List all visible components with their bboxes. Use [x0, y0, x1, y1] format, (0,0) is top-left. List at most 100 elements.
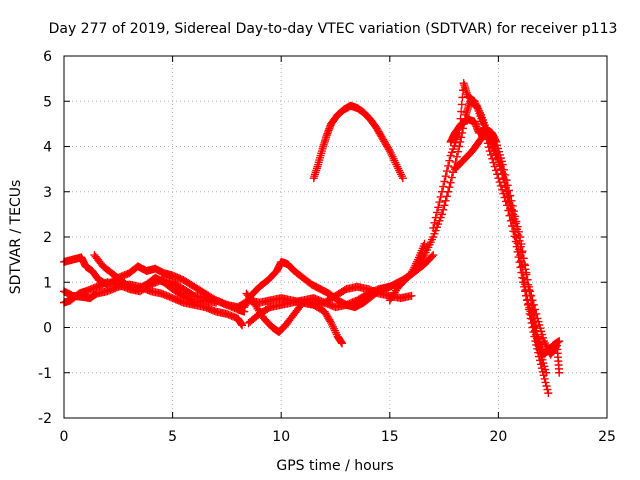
data-point [476, 108, 485, 117]
data-point [452, 152, 461, 161]
y-tick-label: -1 [38, 366, 52, 382]
data-point [470, 97, 479, 106]
data-point [447, 173, 456, 182]
data-point [328, 320, 337, 329]
x-tick-label: 15 [381, 429, 399, 445]
data-point [327, 318, 336, 327]
data-point [326, 317, 335, 326]
data-point [430, 218, 439, 227]
data-point [516, 242, 525, 251]
y-tick-label: 3 [43, 185, 52, 201]
y-tick-label: 6 [43, 49, 52, 65]
data-point [532, 327, 541, 336]
data-point [542, 382, 551, 391]
data-point [388, 152, 397, 161]
data-point [434, 203, 443, 212]
x-axis-label: GPS time / hours [276, 458, 393, 474]
data-point [499, 174, 508, 183]
series-track-h [309, 101, 407, 183]
data-point [474, 105, 483, 114]
data-point [386, 148, 395, 157]
data-point [501, 183, 510, 192]
data-point [530, 317, 539, 326]
data-point [542, 368, 551, 377]
data-point [384, 145, 393, 154]
data-point [517, 248, 526, 257]
data-point [513, 225, 522, 234]
data-point [511, 219, 520, 228]
data-point [527, 301, 536, 310]
data-point [457, 107, 466, 116]
data-point [432, 208, 441, 217]
data-point [407, 291, 416, 300]
data-point [496, 165, 505, 174]
data-point [510, 214, 519, 223]
data-point [475, 106, 484, 115]
data-point [338, 339, 347, 348]
data-point [395, 166, 404, 175]
data-point [495, 160, 504, 169]
data-point [506, 201, 515, 210]
data-point [526, 291, 535, 300]
data-point [520, 260, 529, 269]
data-point [524, 280, 533, 289]
data-point [494, 156, 503, 165]
data-point [514, 231, 523, 240]
data-point [389, 154, 398, 163]
x-tick-label: 25 [598, 429, 616, 445]
data-point [526, 296, 535, 305]
data-point [396, 168, 405, 177]
y-tick-label: 5 [43, 94, 52, 110]
data-point [439, 205, 448, 214]
data-point [390, 156, 399, 165]
data-point [419, 253, 428, 262]
data-point [543, 385, 552, 394]
data-point [525, 286, 534, 295]
y-axis-label: SDTVAR / TECUs [8, 180, 24, 295]
data-point [393, 162, 402, 171]
data-point [519, 254, 528, 263]
chart-title: Day 277 of 2019, Sidereal Day-to-day VTE… [49, 21, 618, 37]
data-point [420, 239, 429, 248]
data-point [515, 258, 524, 267]
data-point [523, 275, 532, 284]
data-point [440, 177, 449, 186]
data-point [500, 178, 509, 187]
data-point [445, 156, 454, 165]
data-point [521, 265, 530, 274]
data-point [498, 169, 507, 178]
x-tick-label: 20 [489, 429, 507, 445]
data-point [446, 178, 455, 187]
data-marks [60, 79, 564, 398]
data-point [531, 322, 540, 331]
y-tick-label: 4 [43, 140, 52, 156]
data-point [441, 172, 450, 181]
data-point [442, 167, 451, 176]
data-point [385, 147, 394, 156]
data-point [528, 306, 537, 315]
data-point [508, 205, 517, 214]
data-point [431, 213, 440, 222]
data-point [436, 192, 445, 201]
data-point [429, 223, 438, 232]
data-point [391, 158, 400, 167]
data-point [486, 138, 495, 147]
data-point [522, 270, 531, 279]
data-point [435, 198, 444, 207]
data-point [437, 210, 446, 219]
axis-ticks: 0 5 10 15 20 25 -2 -1 0 1 2 3 4 5 6 [38, 49, 616, 445]
data-point [439, 182, 448, 191]
data-point [515, 236, 524, 245]
data-point [329, 322, 338, 331]
x-tick-label: 0 [60, 429, 69, 445]
y-tick-label: -2 [38, 411, 52, 427]
data-point [427, 252, 436, 261]
data-point [392, 160, 401, 169]
y-tick-label: 2 [43, 230, 52, 246]
series-track-g [242, 282, 416, 337]
data-point [441, 196, 450, 205]
data-point [471, 99, 480, 108]
data-point [457, 100, 466, 109]
data-point [238, 321, 247, 330]
